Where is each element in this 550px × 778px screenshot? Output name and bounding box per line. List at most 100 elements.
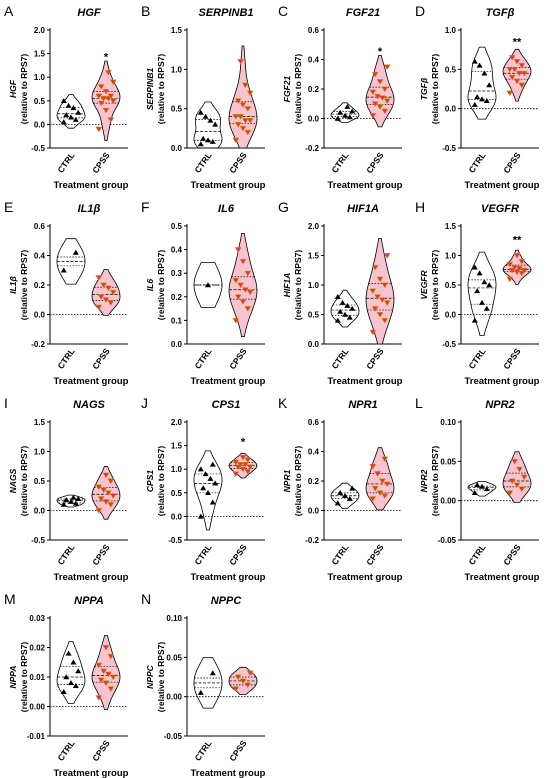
panel-title: HIF1A <box>347 203 379 215</box>
y-tick-label: 0.02 <box>29 644 45 653</box>
x-tick-label: CPSS <box>227 738 249 763</box>
y-tick-label: 0.5 <box>171 489 183 498</box>
data-point-cpss <box>374 294 382 301</box>
data-point-ctrl <box>72 116 79 122</box>
panel-title: TGFβ <box>486 7 515 19</box>
data-point-ctrl <box>68 680 74 686</box>
y-tick-label: 0.5 <box>308 311 320 320</box>
x-tick-label: CPSS <box>90 542 112 567</box>
data-point-cpss <box>97 677 105 684</box>
y-axis-label-gene: IL1β <box>8 276 18 294</box>
y-tick-label: 1.5 <box>171 26 183 35</box>
data-point-ctrl <box>334 317 341 323</box>
x-axis-label: Treatment group <box>191 768 266 778</box>
x-axis-label: Treatment group <box>328 572 403 583</box>
y-axis-label-gene: NPPC <box>145 664 155 688</box>
data-point-ctrl <box>63 674 70 680</box>
y-tick-label: 0.4 <box>34 252 46 261</box>
y-tick-label: -0.5 <box>31 536 45 545</box>
data-point-ctrl <box>471 317 478 323</box>
panel-letter: H <box>415 199 425 215</box>
data-point-ctrl <box>334 294 341 299</box>
y-tick-label: -0.01 <box>27 732 46 741</box>
data-point-cpss <box>506 66 514 73</box>
y-tick-label: 0.5 <box>171 105 183 114</box>
x-tick-label: CTRL <box>329 346 350 370</box>
y-tick-label: 1.5 <box>34 50 46 59</box>
data-point-ctrl <box>339 299 346 305</box>
data-point-cpss <box>511 458 519 465</box>
data-point-cpss <box>515 266 523 272</box>
data-point-cpss <box>104 285 112 292</box>
y-tick-label: 0.2 <box>308 477 320 486</box>
data-point-cpss <box>381 493 389 500</box>
panel-title: NPR1 <box>348 399 377 411</box>
x-axis-label: Treatment group <box>465 376 540 387</box>
y-tick-label: 1.0 <box>308 281 320 290</box>
x-tick-label: CPSS <box>501 150 523 175</box>
y-axis-label-gene: NAGS <box>8 468 18 493</box>
y-axis-label-gene: SERPINB1 <box>145 67 155 110</box>
data-point-cpss <box>102 297 110 304</box>
data-point-cpss <box>102 499 110 505</box>
data-point-ctrl <box>334 500 341 506</box>
y-axis-label-relative: (relative to RPS7) <box>156 54 166 125</box>
data-point-cpss <box>102 472 110 479</box>
data-point-ctrl <box>342 492 348 498</box>
panel-letter: A <box>4 3 14 19</box>
panel-title: NAGS <box>73 399 105 411</box>
data-point-ctrl <box>197 513 204 519</box>
y-axis-label-relative: (relative to RPS7) <box>156 250 166 321</box>
x-tick-label: CTRL <box>329 150 350 174</box>
y-tick-label: 0.00 <box>29 703 45 712</box>
significance-marker: * <box>378 46 383 58</box>
data-point-cpss <box>232 277 240 284</box>
data-point-cpss <box>246 118 254 124</box>
y-tick-label: 0.4 <box>308 448 320 457</box>
x-tick-label: CTRL <box>329 542 350 566</box>
data-point-ctrl <box>72 683 79 689</box>
data-point-cpss <box>244 457 252 464</box>
data-point-cpss <box>244 270 252 277</box>
data-point-cpss <box>376 490 384 497</box>
data-point-cpss <box>100 95 108 102</box>
data-point-ctrl <box>334 115 341 121</box>
data-point-cpss <box>511 264 519 271</box>
y-tick-label: 0.6 <box>34 222 46 231</box>
data-point-ctrl <box>346 495 353 501</box>
y-tick-label: 0.0 <box>34 311 46 320</box>
data-point-ctrl <box>344 103 351 109</box>
y-axis-label-relative: (relative to RPS7) <box>430 250 440 321</box>
data-point-ctrl <box>479 96 485 102</box>
data-point-ctrl <box>60 267 67 273</box>
x-tick-label: CPSS <box>90 150 112 175</box>
y-tick-label: -0.2 <box>305 536 319 545</box>
data-point-cpss <box>237 282 245 289</box>
data-point-cpss <box>102 107 110 114</box>
data-point-cpss <box>371 101 379 108</box>
y-tick-label: 0.6 <box>308 418 320 427</box>
data-point-cpss <box>95 508 103 514</box>
data-point-cpss <box>506 490 514 497</box>
data-point-cpss <box>97 294 105 301</box>
y-tick-label: 0.10 <box>440 418 456 427</box>
data-point-cpss <box>102 645 110 651</box>
data-point-cpss <box>518 62 526 69</box>
data-point-cpss <box>518 82 526 89</box>
x-tick-label: CPSS <box>364 346 386 371</box>
significance-marker: * <box>104 51 109 63</box>
y-tick-label: 1.0 <box>445 26 457 35</box>
data-point-ctrl <box>486 82 493 88</box>
y-tick-label: 1.0 <box>171 465 183 474</box>
data-point-cpss <box>100 668 108 675</box>
data-point-cpss <box>244 469 252 475</box>
y-tick-label: 1.5 <box>445 222 457 231</box>
x-axis-label: Treatment group <box>191 572 266 583</box>
panel-letter: K <box>278 395 288 411</box>
data-point-ctrl <box>486 282 493 288</box>
